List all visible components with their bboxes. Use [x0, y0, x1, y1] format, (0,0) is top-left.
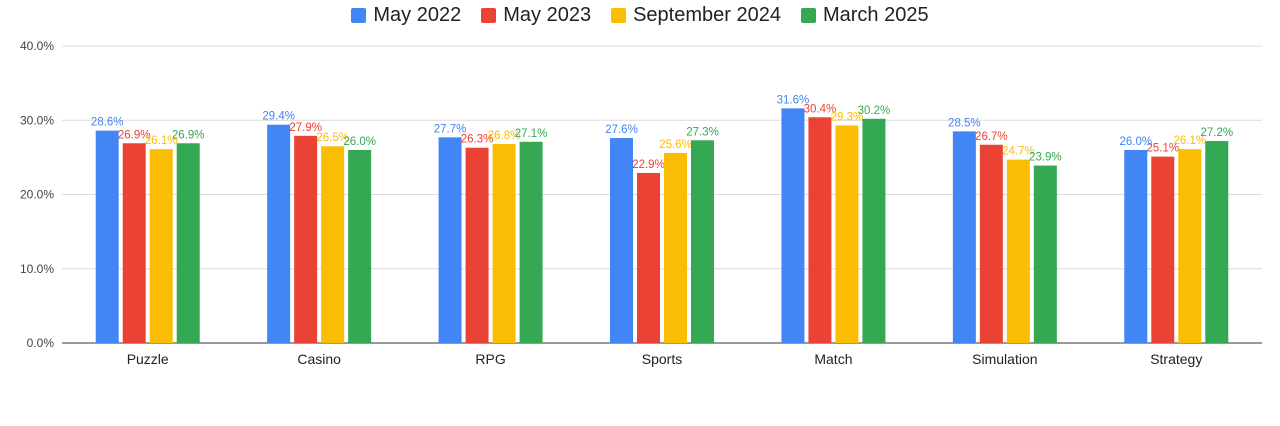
- bar: [294, 135, 318, 343]
- data-label: 26.0%: [343, 136, 376, 148]
- bar: [1006, 159, 1030, 343]
- data-label: 26.1%: [145, 135, 178, 147]
- data-label: 26.9%: [172, 129, 205, 141]
- legend-swatch-icon: [611, 8, 627, 23]
- data-label: 26.5%: [316, 132, 349, 144]
- data-label: 27.1%: [515, 128, 548, 140]
- legend-label: September 2024: [633, 4, 781, 26]
- bar: [176, 143, 200, 343]
- data-label: 26.8%: [488, 130, 521, 142]
- data-label: 27.3%: [686, 126, 719, 138]
- bar: [610, 138, 633, 343]
- x-tick-label: Strategy: [1150, 351, 1202, 367]
- bar: [149, 149, 173, 343]
- legend-label: May 2023: [503, 4, 592, 26]
- x-tick-label: Casino: [297, 351, 341, 367]
- data-label: 25.6%: [659, 139, 692, 151]
- bar: [835, 125, 859, 343]
- y-tick-label: 40.0%: [20, 39, 54, 53]
- x-tick-label: Match: [814, 351, 852, 367]
- legend-swatch-icon: [800, 8, 816, 23]
- bar: [95, 130, 119, 343]
- data-label: 23.9%: [1029, 152, 1062, 164]
- bar: [321, 146, 345, 343]
- data-label: 24.7%: [1002, 146, 1035, 158]
- bar: [348, 149, 372, 343]
- bar: [781, 108, 805, 344]
- bar: [691, 140, 714, 343]
- data-label: 26.1%: [1173, 135, 1206, 147]
- y-tick-label: 10.0%: [20, 262, 54, 276]
- bar: [1178, 149, 1202, 343]
- legend-item-march-2025[interactable]: March 2025: [800, 4, 929, 27]
- data-label: 26.9%: [118, 129, 151, 141]
- bar: [1205, 141, 1229, 343]
- bar: [122, 143, 146, 343]
- x-tick-label: Puzzle: [127, 351, 169, 367]
- data-label: 30.2%: [858, 105, 891, 117]
- data-label: 26.0%: [1119, 136, 1152, 148]
- data-label: 30.4%: [804, 103, 837, 115]
- y-tick-label: 30.0%: [20, 113, 54, 127]
- data-label: 27.2%: [1200, 127, 1233, 139]
- bar: [438, 137, 462, 343]
- data-label: 26.3%: [461, 134, 494, 146]
- bar: [267, 124, 291, 343]
- data-label: 31.6%: [777, 94, 810, 106]
- data-label: 28.5%: [948, 117, 981, 129]
- legend-label: May 2022: [373, 4, 462, 26]
- bar: [637, 172, 660, 343]
- y-tick-label: 20.0%: [20, 188, 54, 202]
- bar: [465, 147, 489, 343]
- data-label: 27.6%: [605, 124, 638, 136]
- legend-item-may-2023[interactable]: May 2023: [481, 4, 591, 27]
- data-label: 27.7%: [434, 123, 467, 135]
- legend-swatch-icon: [481, 8, 497, 23]
- bar: [979, 144, 1003, 343]
- bar: [1033, 165, 1057, 343]
- bar: [664, 152, 687, 343]
- data-label: 25.1%: [1146, 143, 1179, 155]
- data-label: 27.9%: [289, 122, 322, 134]
- x-tick-label: Sports: [642, 351, 682, 367]
- bar: [808, 117, 832, 343]
- bar: [519, 141, 543, 343]
- bar: [1124, 149, 1148, 343]
- legend-item-may-2022[interactable]: May 2022: [351, 4, 461, 27]
- legend: May 2022 May 2023 September 2024 March 2…: [0, 4, 1280, 27]
- legend-swatch-icon: [351, 8, 367, 23]
- data-label: 22.9%: [632, 159, 665, 171]
- x-tick-label: RPG: [475, 351, 505, 367]
- data-label: 26.7%: [975, 131, 1008, 143]
- bar: [1151, 156, 1175, 343]
- bar: [492, 144, 516, 343]
- legend-label: March 2025: [822, 4, 929, 26]
- bar: [862, 118, 886, 343]
- bar: [952, 131, 976, 343]
- data-label: 29.3%: [831, 111, 864, 123]
- legend-item-september-2024[interactable]: September 2024: [611, 4, 781, 27]
- data-label: 28.6%: [91, 117, 124, 129]
- data-label: 29.4%: [262, 111, 295, 123]
- x-tick-label: Simulation: [972, 351, 1037, 367]
- y-tick-label: 0.0%: [27, 336, 55, 350]
